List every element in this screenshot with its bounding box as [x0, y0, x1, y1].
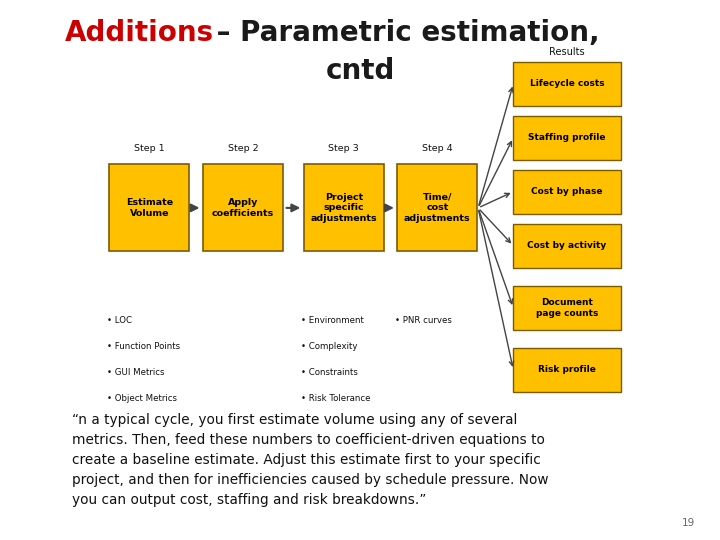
- Text: Cost by activity: Cost by activity: [527, 241, 607, 250]
- Text: • PNR curves: • PNR curves: [395, 316, 451, 325]
- Text: Step 2: Step 2: [228, 144, 258, 152]
- Text: Estimate
Volume: Estimate Volume: [126, 198, 173, 218]
- Text: Step 4: Step 4: [422, 144, 453, 152]
- Text: – Parametric estimation,: – Parametric estimation,: [207, 19, 599, 47]
- Text: Additions: Additions: [65, 19, 214, 47]
- Text: Risk profile: Risk profile: [538, 366, 596, 374]
- Text: Staffing profile: Staffing profile: [528, 133, 606, 142]
- FancyBboxPatch shape: [304, 164, 384, 252]
- FancyBboxPatch shape: [513, 62, 621, 106]
- FancyBboxPatch shape: [203, 164, 283, 252]
- Text: • Function Points: • Function Points: [107, 342, 180, 351]
- Text: • LOC: • LOC: [107, 316, 132, 325]
- FancyBboxPatch shape: [513, 116, 621, 160]
- Text: Document
page counts: Document page counts: [536, 298, 598, 318]
- Text: Lifecycle costs: Lifecycle costs: [530, 79, 604, 88]
- Text: • Complexity: • Complexity: [301, 342, 357, 351]
- Text: Step 1: Step 1: [134, 144, 165, 152]
- Text: “n a typical cycle, you first estimate volume using any of several
metrics. Then: “n a typical cycle, you first estimate v…: [72, 413, 549, 507]
- FancyBboxPatch shape: [513, 170, 621, 213]
- Text: Time/
cost
adjustments: Time/ cost adjustments: [404, 193, 471, 223]
- FancyBboxPatch shape: [513, 224, 621, 267]
- Text: • Object Metrics: • Object Metrics: [107, 394, 176, 403]
- Text: Results: Results: [549, 46, 585, 57]
- FancyBboxPatch shape: [513, 286, 621, 329]
- FancyBboxPatch shape: [397, 164, 477, 252]
- FancyBboxPatch shape: [513, 348, 621, 392]
- FancyBboxPatch shape: [109, 164, 189, 252]
- Text: • GUI Metrics: • GUI Metrics: [107, 368, 164, 377]
- Text: • Constraints: • Constraints: [301, 368, 358, 377]
- Text: 19: 19: [682, 518, 695, 528]
- Text: • Risk Tolerance: • Risk Tolerance: [301, 394, 371, 403]
- Text: Apply
coefficients: Apply coefficients: [212, 198, 274, 218]
- Text: Project
specific
adjustments: Project specific adjustments: [310, 193, 377, 223]
- Text: Step 3: Step 3: [328, 144, 359, 152]
- Text: cntd: cntd: [325, 57, 395, 85]
- Text: • Environment: • Environment: [301, 316, 364, 325]
- Text: Cost by phase: Cost by phase: [531, 187, 603, 196]
